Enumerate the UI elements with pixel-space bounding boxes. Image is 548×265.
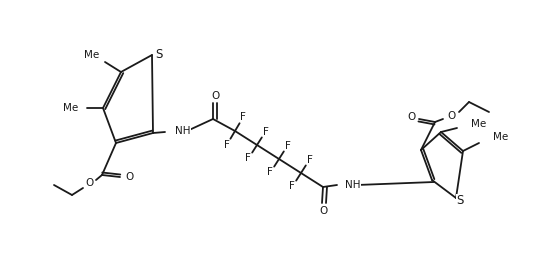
Text: F: F <box>262 126 269 136</box>
Text: F: F <box>224 140 230 150</box>
Text: Me: Me <box>493 132 508 142</box>
Text: S: S <box>155 48 163 61</box>
Text: Me: Me <box>471 119 486 129</box>
Text: O: O <box>86 178 94 188</box>
Text: S: S <box>456 193 464 206</box>
Text: F: F <box>284 140 290 151</box>
Text: F: F <box>307 154 312 165</box>
Text: F: F <box>267 167 273 178</box>
Text: O: O <box>211 91 219 101</box>
Text: O: O <box>125 172 133 182</box>
Text: F: F <box>246 153 252 164</box>
Text: NH: NH <box>175 126 191 136</box>
Text: Me: Me <box>84 50 100 60</box>
Text: O: O <box>319 206 327 216</box>
Text: O: O <box>408 112 416 122</box>
Text: F: F <box>240 112 246 122</box>
Text: Me: Me <box>64 103 78 113</box>
Text: O: O <box>447 111 455 121</box>
Text: F: F <box>289 182 295 192</box>
Text: NH: NH <box>345 180 361 190</box>
